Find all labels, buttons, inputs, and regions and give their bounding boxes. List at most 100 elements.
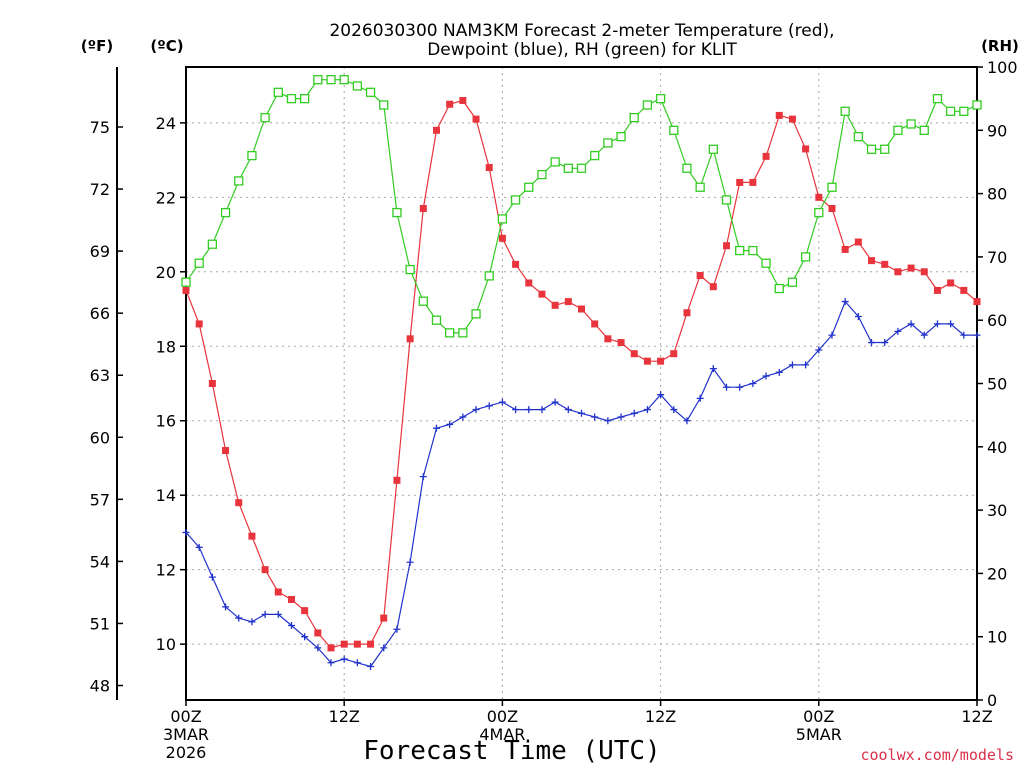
ticks-layer: 10 12 14 16 18 20 22 24 48 51 54 57 60 63 66 69 72 75 0 10 2… <box>90 58 1018 762</box>
fahrenheit-tick-label: 72 <box>90 180 110 199</box>
rh-point <box>695 182 705 192</box>
rh-point <box>313 75 323 85</box>
x-tick-year-label: 2026 <box>166 743 207 762</box>
rh-point <box>194 258 204 268</box>
rh-point <box>510 195 521 205</box>
x-tick-label: 12Z <box>329 707 360 726</box>
rh-tick-label: 70 <box>987 248 1007 267</box>
dewpoint-point <box>512 406 520 414</box>
temperature-point <box>367 640 375 648</box>
dewpoint-point <box>485 402 493 410</box>
rh-point <box>866 144 877 154</box>
dewpoint-point <box>274 610 282 618</box>
temperature-point <box>933 286 941 294</box>
rh-point <box>629 112 639 123</box>
axes-layer <box>116 66 978 701</box>
rh-point <box>181 277 191 287</box>
dewpoint-point <box>617 413 625 421</box>
temperature-point <box>380 614 388 622</box>
dewpoint-point <box>947 320 955 328</box>
temperature-point <box>472 115 480 123</box>
temperature-point <box>525 279 533 287</box>
temperature-point <box>459 97 467 105</box>
dewpoint-point <box>314 644 322 652</box>
temperature-point <box>222 447 230 455</box>
temperature-point <box>920 268 928 276</box>
temperature-line <box>185 99 978 649</box>
rh-point <box>893 125 903 135</box>
rh-point <box>880 144 890 154</box>
x-tick-label: 00Z <box>487 707 518 726</box>
temperature-point <box>881 260 889 268</box>
x-tick-label: 12Z <box>645 707 676 726</box>
rh-point <box>827 182 837 192</box>
dewpoint-point <box>261 610 269 618</box>
dewpoint-point <box>208 573 216 581</box>
fahrenheit-tick-label: 63 <box>90 366 110 385</box>
temperature-point <box>696 272 704 280</box>
temperature-point <box>907 264 915 272</box>
dewpoint-point <box>960 331 968 339</box>
rh-point <box>273 87 283 97</box>
dewpoint-point <box>235 614 243 622</box>
rh-tick-label: 60 <box>987 311 1007 330</box>
chart-title-line1: 2026030300 NAM3KM Forecast 2-meter Tempe… <box>329 21 834 41</box>
rh-point <box>721 195 732 205</box>
rh-point <box>550 157 560 167</box>
temperature-point <box>630 350 638 358</box>
dewpoint-point <box>182 528 190 536</box>
rh-point <box>286 94 297 104</box>
temperature-point <box>973 298 981 306</box>
temperature-point <box>274 588 282 596</box>
dewpoint-point <box>868 339 876 347</box>
dewpoint-point <box>340 655 348 663</box>
temperature-point <box>498 234 506 242</box>
chart-title-line2: Dewpoint (blue), RH (green) for KLIT <box>427 40 737 60</box>
rh-tick-label: 100 <box>987 58 1018 77</box>
dewpoint-point <box>327 659 335 667</box>
dewpoint-point <box>406 558 414 566</box>
temperature-point <box>617 339 625 347</box>
dewpoint-point <box>723 383 731 391</box>
dewpoint-point <box>907 320 915 328</box>
rh-point <box>735 245 745 256</box>
temperature-point <box>538 290 546 298</box>
temperature-point <box>683 309 691 317</box>
rh-point <box>431 315 442 325</box>
dewpoint-point <box>736 383 744 391</box>
dewpoint-point <box>854 312 862 320</box>
celsius-tick-label: 14 <box>156 486 176 505</box>
dewpoint-point <box>657 391 665 399</box>
grid-layer <box>186 67 977 700</box>
dewpoint-point <box>367 662 375 670</box>
rh-point <box>207 239 218 249</box>
temperature-point <box>868 257 876 265</box>
rh-point <box>800 252 811 262</box>
dewpoint-point <box>670 406 678 414</box>
dewpoint-point <box>973 331 981 339</box>
temperature-point <box>235 499 243 507</box>
dewpoint-point <box>472 406 480 414</box>
dewpoint-point <box>775 368 783 376</box>
temperature-point <box>828 204 836 212</box>
dewpoint-point <box>525 406 533 414</box>
rh-point <box>563 163 573 173</box>
temperature-point <box>248 532 256 540</box>
rh-point <box>669 125 679 135</box>
rh-tick-label: 40 <box>987 438 1007 457</box>
temperature-point <box>512 260 520 268</box>
rh-tick-label: 50 <box>987 375 1007 394</box>
temperature-point <box>578 305 585 313</box>
rh-point <box>787 277 798 287</box>
dewpoint-point <box>802 361 810 369</box>
temperature-point <box>208 380 216 387</box>
dewpoint-point <box>683 417 691 425</box>
temperature-point <box>419 204 427 212</box>
dewpoint-point <box>459 413 467 421</box>
temperature-point <box>960 286 968 294</box>
plot-frame <box>185 66 978 701</box>
rh-line <box>185 79 978 334</box>
rh-point <box>906 119 916 129</box>
dewpoint-point <box>894 327 902 335</box>
temperature-point <box>353 640 361 648</box>
